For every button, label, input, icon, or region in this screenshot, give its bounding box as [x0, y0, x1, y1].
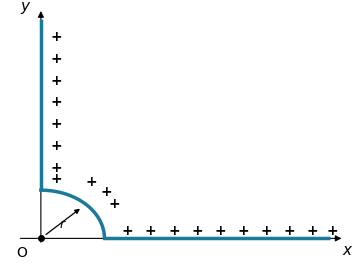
- Text: y: y: [21, 0, 29, 13]
- Text: +: +: [51, 30, 62, 44]
- Text: +: +: [284, 224, 295, 238]
- Text: +: +: [51, 95, 62, 110]
- Text: +: +: [51, 117, 62, 132]
- Text: +: +: [261, 224, 272, 238]
- Text: +: +: [237, 224, 249, 238]
- Text: +: +: [51, 161, 62, 175]
- Text: +: +: [307, 224, 318, 238]
- Text: +: +: [51, 139, 62, 153]
- Text: +: +: [145, 224, 157, 238]
- Text: +: +: [51, 172, 62, 186]
- Text: +: +: [122, 224, 133, 238]
- Text: O: O: [17, 246, 28, 260]
- Text: r: r: [60, 218, 65, 230]
- Text: +: +: [51, 52, 62, 66]
- Text: +: +: [168, 224, 180, 238]
- Text: +: +: [327, 224, 339, 238]
- Text: +: +: [86, 175, 97, 190]
- Text: +: +: [100, 185, 112, 199]
- Text: +: +: [214, 224, 226, 238]
- Text: +: +: [109, 197, 120, 212]
- Text: +: +: [191, 224, 203, 238]
- Text: +: +: [51, 73, 62, 88]
- Text: x: x: [343, 243, 352, 258]
